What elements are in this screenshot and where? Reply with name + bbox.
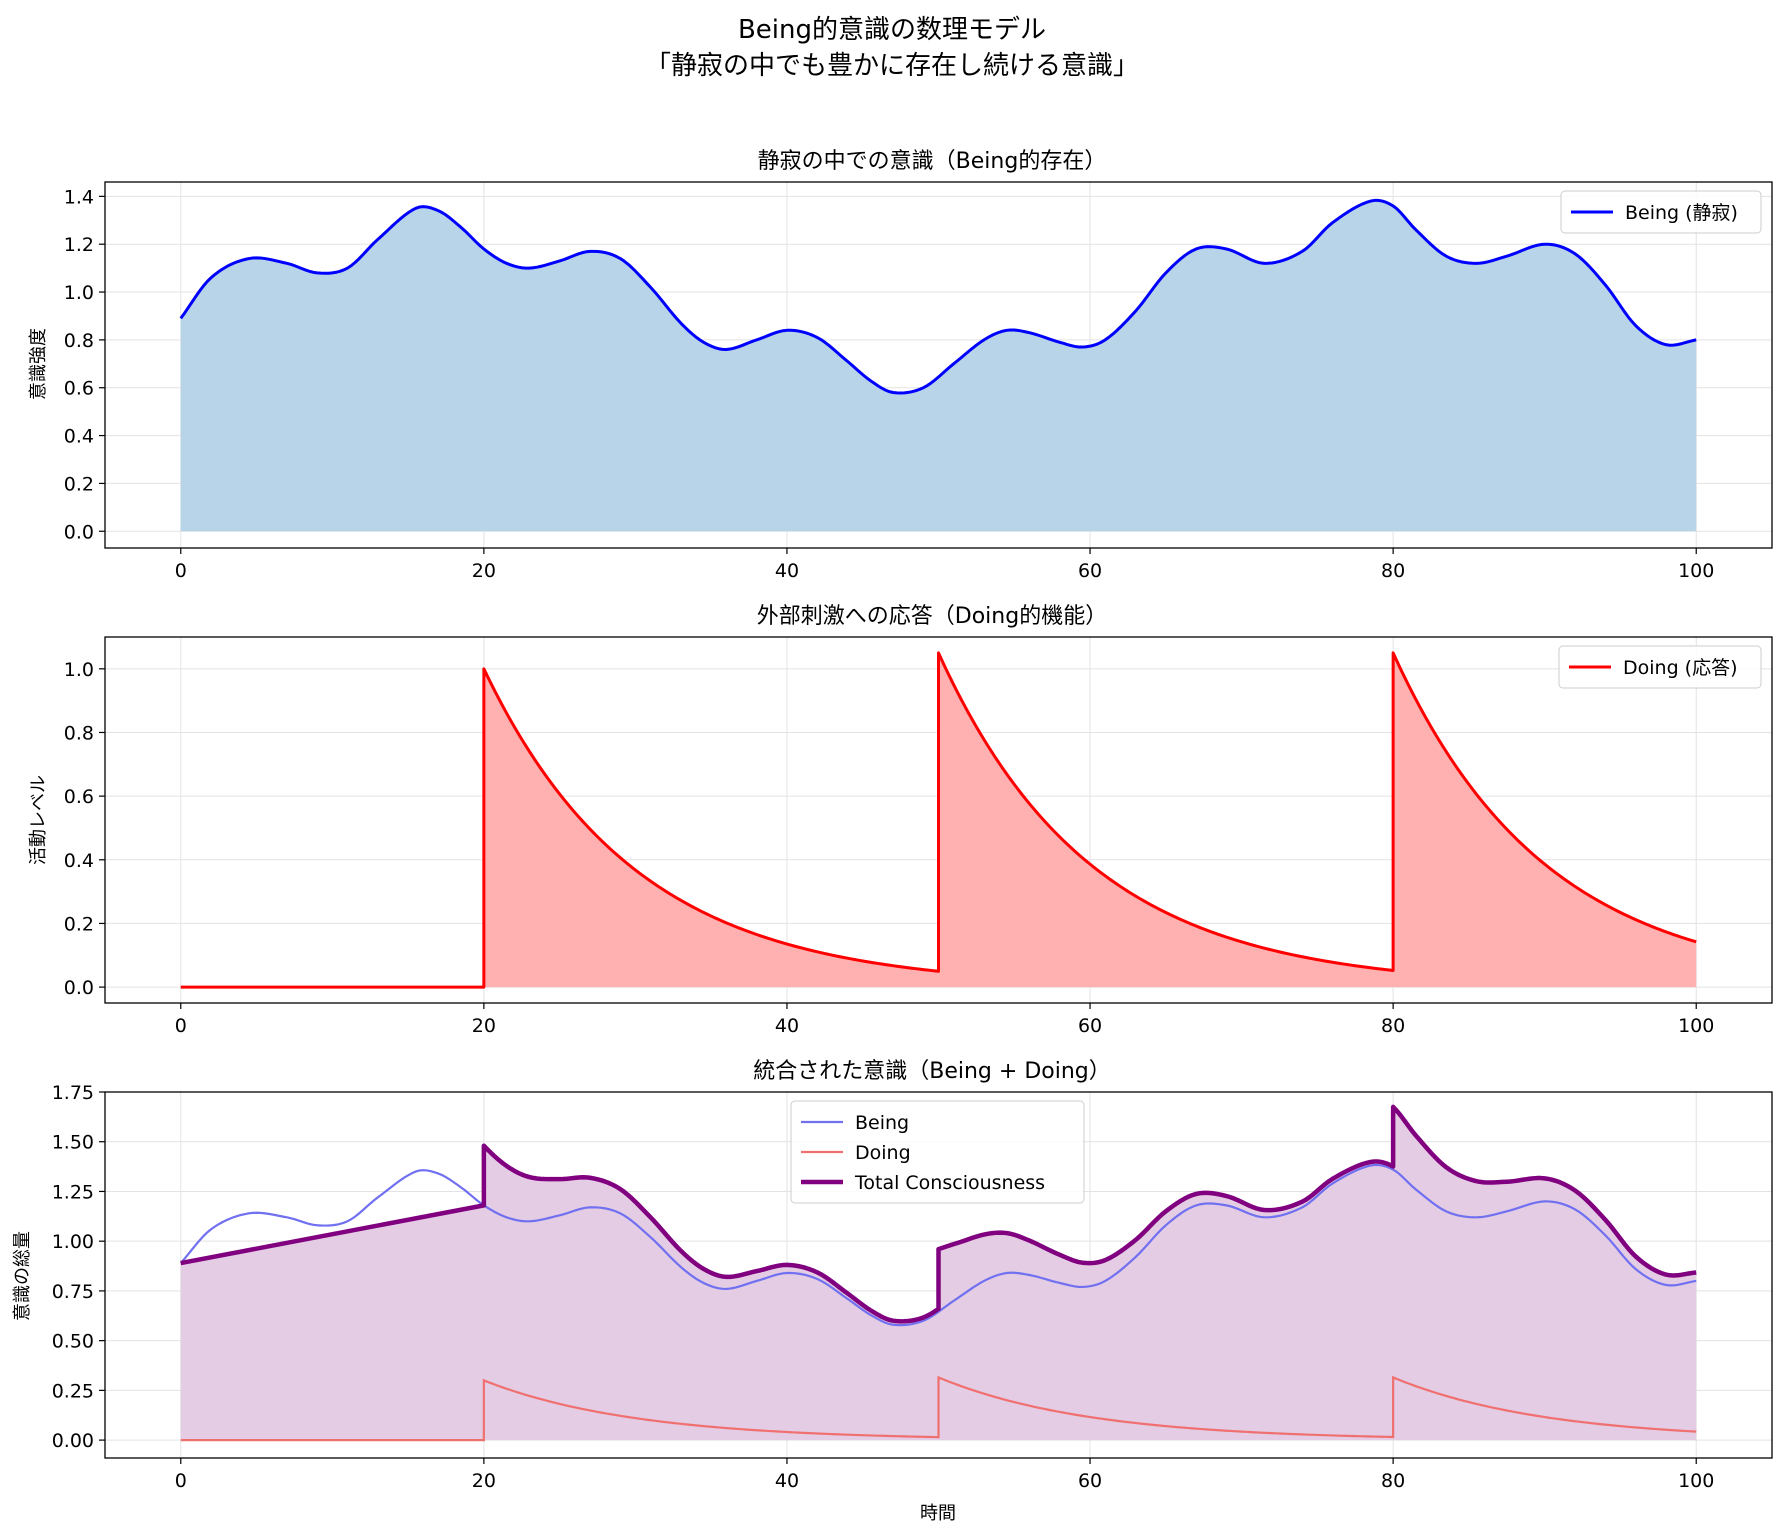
y-tick-label: 0.0 — [64, 977, 94, 999]
y-tick-label: 1.0 — [64, 659, 94, 681]
being-panel-title: 静寂の中での意識（Being的存在） — [758, 149, 1107, 174]
total-panel-xlabel: 時間 — [920, 1503, 956, 1524]
legend-box — [1558, 645, 1762, 689]
being-line-integrated — [179, 1163, 1697, 1327]
x-tick-label: 80 — [1381, 560, 1405, 582]
legend: Being Doing Total Consciousness — [790, 1100, 1085, 1204]
x-tick-label: 40 — [775, 560, 799, 582]
panel-0-ticks: 0 20 40 60 80 100 0.0 0.2 0.4 0.6 0.8 1.0 1.2 1.4 — [64, 186, 1715, 582]
x-tick-label: 100 — [1678, 560, 1714, 582]
doing-line-integrated — [180, 1375, 1697, 1442]
x-tick-label: 80 — [1381, 1015, 1405, 1037]
x-tick-label: 20 — [472, 560, 496, 582]
y-tick-label: 0.2 — [64, 473, 94, 495]
figure-title-line2: 「静寂の中でも豊かに存在し続ける意識」 — [645, 51, 1139, 81]
panel-0-frame — [104, 181, 1773, 549]
doing-panel-title: 外部刺激への応答（Doing的機能） — [757, 604, 1107, 629]
being-line — [179, 198, 1697, 395]
y-tick-label: 0.6 — [64, 378, 94, 400]
legend-label: Doing — [855, 1142, 911, 1164]
x-tick-label: 60 — [1078, 560, 1102, 582]
y-tick-label: 1.0 — [64, 282, 94, 304]
total-panel-title: 統合された意識（Being + Doing） — [753, 1059, 1111, 1084]
legend: Being (静寂) — [1560, 190, 1762, 234]
y-tick-label: 0.4 — [64, 850, 94, 872]
x-tick-label: 0 — [175, 1470, 187, 1492]
y-tick-label: 0.2 — [64, 913, 94, 935]
legend: Doing (応答) — [1558, 645, 1762, 689]
y-tick-label: 0.4 — [64, 426, 94, 448]
panel-1-ticks: 0 20 40 60 80 100 0.0 0.2 0.4 0.6 0.8 1.0 — [64, 659, 1715, 1037]
y-tick-label: 0.75 — [52, 1281, 94, 1303]
legend-box — [1560, 190, 1762, 234]
panel-2-ticks: 0 20 40 60 80 100 0.00 0.25 0.50 0.75 1.00 1.25 1.50… — [52, 1082, 1715, 1492]
figure-title-line1: Being的意識の数理モデル — [738, 15, 1046, 45]
x-tick-label: 60 — [1078, 1015, 1102, 1037]
being-panel-ylabel: 意識強度 — [28, 328, 49, 400]
being-panel: 静寂の中での意識（Being的存在） 意識強度 0 20 40 60 80 1000.00… — [28, 149, 1773, 582]
x-tick-label: 60 — [1078, 1470, 1102, 1492]
x-tick-label: 40 — [775, 1015, 799, 1037]
being-fill-area — [180, 200, 1697, 532]
legend-box — [790, 1100, 1085, 1204]
y-tick-label: 0.8 — [64, 722, 94, 744]
legend-label: Being (静寂) — [1625, 202, 1738, 224]
y-tick-label: 0.25 — [52, 1380, 94, 1402]
y-tick-label: 0.50 — [52, 1331, 94, 1353]
doing-panel: 外部刺激への応答（Doing的機能） 活動レベル 0 20 40 60 80 100 0.0… — [28, 604, 1773, 1037]
x-tick-label: 0 — [175, 560, 187, 582]
y-tick-label: 0.00 — [52, 1430, 94, 1452]
y-tick-label: 1.75 — [52, 1082, 94, 1104]
panel-1-frame — [104, 636, 1773, 1004]
y-tick-label: 1.4 — [64, 186, 94, 208]
total-panel: 統合された意識（Being + Doing） 意識の総量 時間 0 20 40 60 8… — [12, 1059, 1773, 1524]
legend-label: Doing (応答) — [1623, 657, 1738, 679]
total-panel-ylabel: 意識の総量 — [12, 1231, 33, 1321]
legend-label: Being — [855, 1112, 909, 1134]
total-consciousness-line — [180, 1104, 1697, 1324]
doing-panel-ylabel: 活動レベル — [28, 775, 49, 865]
x-tick-label: 20 — [472, 1470, 496, 1492]
y-tick-label: 0.6 — [64, 786, 94, 808]
x-tick-label: 100 — [1678, 1470, 1714, 1492]
x-tick-label: 40 — [775, 1470, 799, 1492]
y-tick-label: 0.0 — [64, 521, 94, 543]
x-tick-label: 0 — [175, 1015, 187, 1037]
y-tick-label: 1.50 — [52, 1132, 94, 1154]
panel-2-frame — [104, 1091, 1773, 1459]
y-tick-label: 1.2 — [64, 234, 94, 256]
y-tick-label: 0.8 — [64, 330, 94, 352]
x-tick-label: 80 — [1381, 1470, 1405, 1492]
y-tick-label: 1.00 — [52, 1231, 94, 1253]
y-tick-label: 1.25 — [52, 1181, 94, 1203]
x-tick-label: 20 — [472, 1015, 496, 1037]
x-tick-label: 100 — [1678, 1015, 1714, 1037]
legend-label: Total Consciousness — [854, 1172, 1045, 1194]
doing-line — [180, 651, 1697, 989]
